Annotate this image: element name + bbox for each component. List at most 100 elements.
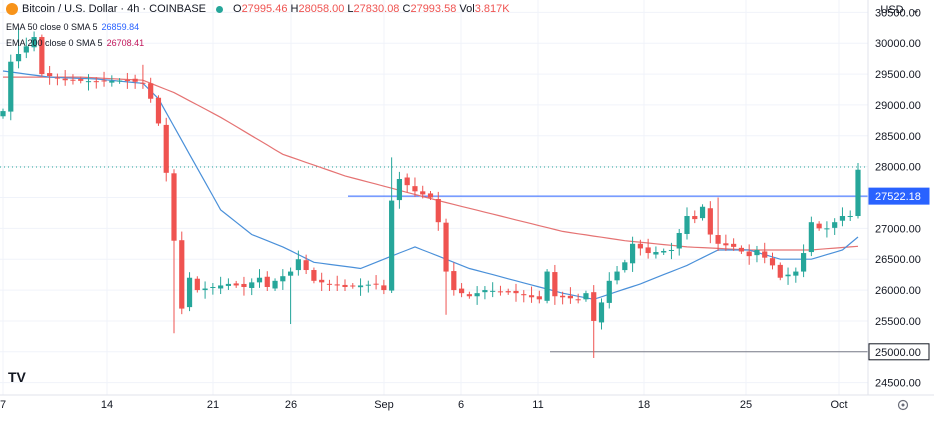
candle-body[interactable] (373, 283, 379, 285)
candle-body[interactable] (420, 191, 426, 195)
candle-body[interactable] (816, 223, 822, 229)
candle-body[interactable] (311, 270, 317, 281)
candle-body[interactable] (241, 283, 247, 287)
candle-body[interactable] (272, 280, 278, 289)
candle-body[interactable] (560, 295, 566, 298)
candle-body[interactable] (295, 259, 301, 271)
candle-body[interactable] (381, 285, 387, 291)
candle-body[interactable] (490, 290, 496, 292)
candle-body[interactable] (101, 80, 107, 82)
candle-body[interactable] (256, 277, 263, 283)
candle-body[interactable] (482, 290, 488, 293)
candle-body[interactable] (847, 216, 853, 218)
candle-body[interactable] (544, 271, 550, 301)
candle-body[interactable] (800, 253, 807, 272)
candle-body[interactable] (326, 283, 333, 285)
candle-body[interactable] (210, 286, 216, 288)
candle-body[interactable] (233, 283, 239, 286)
candle-body[interactable] (653, 252, 659, 255)
candle-body[interactable] (637, 243, 643, 249)
candle-body[interactable] (731, 243, 737, 247)
candle-body[interactable] (723, 243, 729, 246)
candle-body[interactable] (699, 206, 706, 219)
candle-body[interactable] (148, 83, 154, 99)
candle-body[interactable] (334, 284, 340, 286)
settings-gear-icon[interactable] (897, 399, 909, 411)
candle-body[interactable] (567, 295, 574, 299)
candle-body[interactable] (319, 279, 325, 283)
candle-body[interactable] (202, 288, 208, 291)
candle-body[interactable] (707, 208, 713, 235)
candle-body[interactable] (194, 278, 200, 291)
candle-body[interactable] (451, 271, 457, 291)
candle-body[interactable] (109, 80, 115, 83)
candle-body[interactable] (676, 232, 682, 249)
candle-body[interactable] (785, 274, 791, 277)
candle-body[interactable] (855, 169, 861, 217)
candle-body[interactable] (808, 222, 814, 253)
candle-body[interactable] (85, 81, 92, 83)
candle-body[interactable] (513, 290, 519, 294)
candle-body[interactable] (303, 260, 309, 271)
candle-body[interactable] (497, 291, 504, 293)
candle-body[interactable] (23, 46, 29, 53)
candle-body[interactable] (746, 251, 752, 257)
ema50-legend[interactable]: EMA 50 close 0 SMA 5 26859.84 (6, 22, 139, 32)
candle-body[interactable] (435, 198, 441, 223)
candle-body[interactable] (8, 61, 14, 112)
candle-body[interactable] (754, 249, 760, 256)
candle-body[interactable] (661, 250, 667, 253)
candle-body[interactable] (606, 280, 612, 303)
candle-body[interactable] (171, 173, 177, 241)
candle-body[interactable] (225, 283, 232, 286)
candle-body[interactable] (62, 78, 68, 81)
candle-body[interactable] (179, 240, 185, 309)
candle-body[interactable] (443, 222, 449, 272)
candle-body[interactable] (155, 97, 162, 124)
candle-body[interactable] (583, 293, 589, 300)
candle-body[interactable] (832, 222, 838, 228)
candle-body[interactable] (280, 276, 286, 282)
candle-body[interactable] (404, 177, 410, 186)
candle-body[interactable] (140, 82, 146, 84)
candle-body[interactable] (186, 277, 193, 308)
candle-body[interactable] (777, 264, 783, 278)
candle-body[interactable] (357, 285, 364, 288)
candle-body[interactable] (31, 37, 37, 48)
candle-body[interactable] (389, 200, 395, 291)
candle-body[interactable] (132, 78, 138, 82)
candle-body[interactable] (684, 216, 690, 234)
candle-body[interactable] (474, 293, 480, 297)
candle-body[interactable] (668, 249, 675, 251)
candle-body[interactable] (824, 228, 830, 230)
candle-body[interactable] (218, 285, 224, 289)
candle-body[interactable] (598, 302, 605, 323)
candle-body[interactable] (70, 79, 76, 81)
candle-body[interactable] (15, 54, 22, 62)
candle-body[interactable] (93, 81, 99, 83)
candle-body[interactable] (536, 296, 542, 300)
currency-selector[interactable]: USD ⌄ (880, 4, 920, 16)
candle-body[interactable] (692, 216, 698, 220)
candle-body[interactable] (793, 271, 799, 276)
tradingview-logo[interactable]: TV (8, 369, 27, 385)
candle-body[interactable] (396, 178, 403, 201)
candle-body[interactable] (264, 276, 270, 287)
candle-body[interactable] (715, 235, 721, 244)
candle-body[interactable] (645, 247, 651, 254)
candle-body[interactable] (412, 186, 418, 192)
candle-body[interactable] (738, 247, 745, 252)
candle-body[interactable] (528, 295, 535, 298)
candle-body[interactable] (249, 282, 255, 288)
candle-body[interactable] (54, 77, 61, 79)
candle-body[interactable] (614, 271, 620, 281)
symbol-title[interactable]: Bitcoin / U.S. Dollar · 4h · COINBASE (22, 3, 206, 15)
candle-body[interactable] (0, 111, 6, 117)
candle-body[interactable] (575, 299, 581, 301)
candle-body[interactable] (39, 37, 45, 75)
candle-body[interactable] (839, 216, 846, 221)
candle-body[interactable] (466, 294, 472, 297)
candle-body[interactable] (591, 292, 597, 321)
